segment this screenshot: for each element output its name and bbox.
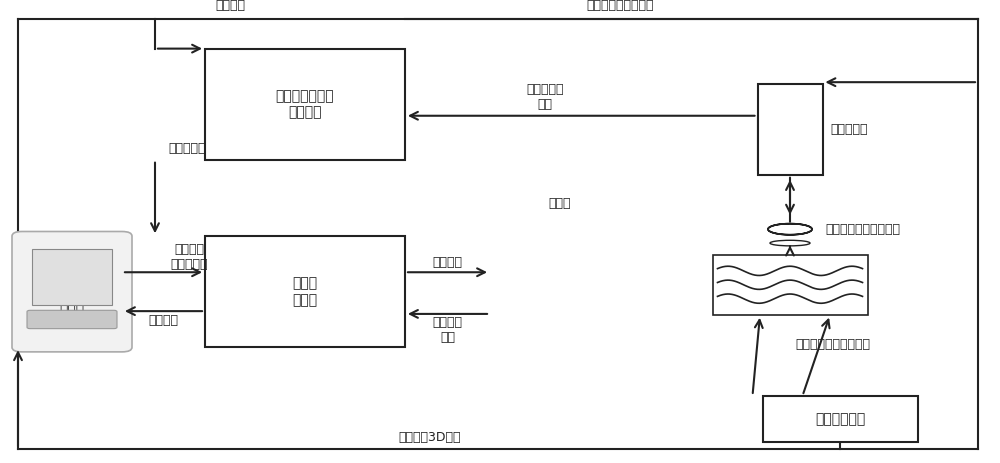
Text: 双目视觉系统: 双目视觉系统 [815, 412, 865, 426]
FancyBboxPatch shape [763, 396, 918, 442]
Text: 机械臂
控制器: 机械臂 控制器 [292, 276, 318, 307]
FancyBboxPatch shape [205, 236, 405, 347]
Text: 被测物体3D模型: 被测物体3D模型 [399, 431, 461, 444]
FancyBboxPatch shape [32, 250, 112, 305]
Text: 控制信号
及路径数据: 控制信号 及路径数据 [170, 244, 208, 271]
FancyBboxPatch shape [758, 85, 822, 175]
FancyBboxPatch shape [27, 310, 117, 329]
Text: 上位机: 上位机 [59, 298, 85, 312]
Ellipse shape [770, 240, 810, 246]
Text: 太赫兹脉冲及反射回波: 太赫兹脉冲及反射回波 [825, 223, 900, 236]
Text: 空间坐标: 空间坐标 [432, 257, 462, 269]
Text: 太赫兹脉冲: 太赫兹脉冲 [168, 142, 206, 155]
Text: 控制信号: 控制信号 [215, 0, 245, 12]
FancyBboxPatch shape [712, 255, 868, 315]
Text: 太赫兹脉冲
电流: 太赫兹脉冲 电流 [526, 83, 564, 111]
FancyBboxPatch shape [205, 49, 405, 160]
Text: 空间坐标: 空间坐标 [148, 314, 178, 327]
Text: 太赫兹三维层析
成像主机: 太赫兹三维层析 成像主机 [276, 89, 334, 119]
Text: 机械臂: 机械臂 [549, 197, 571, 210]
Text: 偏压及飞秒脉冲激光: 偏压及飞秒脉冲激光 [586, 0, 654, 12]
Text: 太赫兹镜头: 太赫兹镜头 [830, 123, 868, 136]
Text: 探测结构光及反射回波: 探测结构光及反射回波 [795, 338, 870, 351]
Text: 路径规划
信息: 路径规划 信息 [432, 316, 462, 344]
FancyBboxPatch shape [12, 232, 132, 352]
